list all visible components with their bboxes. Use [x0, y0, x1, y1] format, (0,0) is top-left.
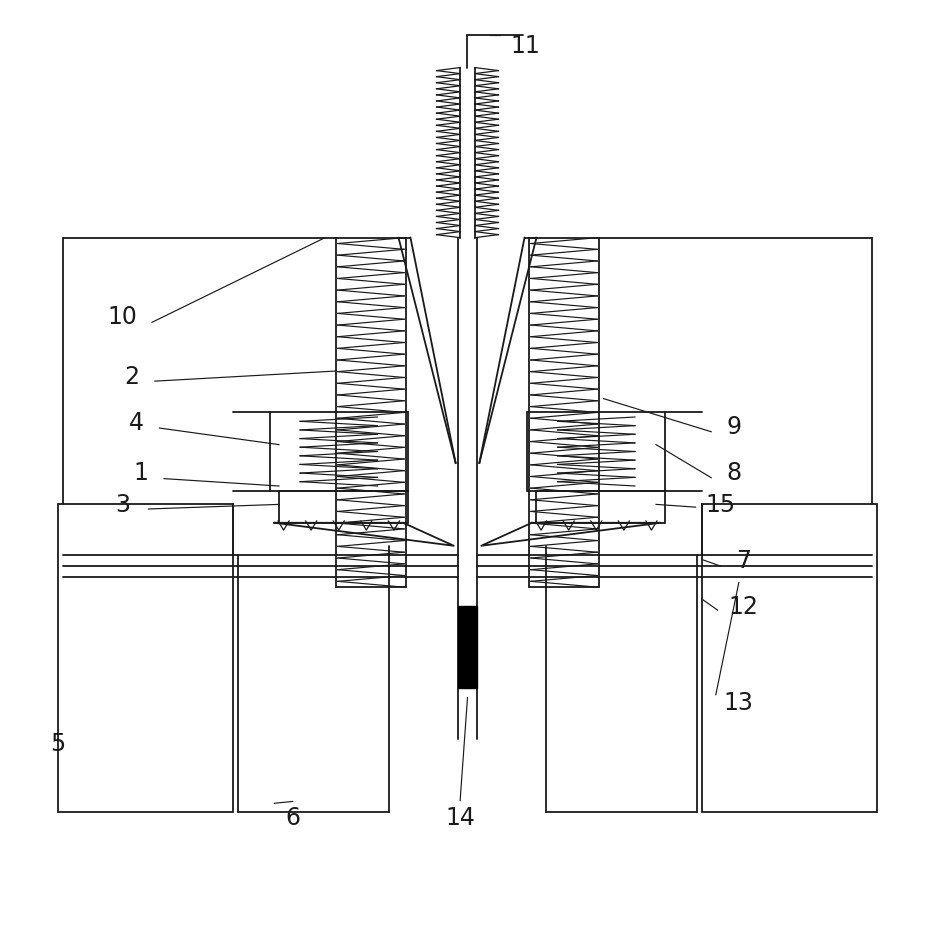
Text: 10: 10 — [108, 305, 137, 328]
Text: 15: 15 — [705, 493, 736, 517]
Text: 6: 6 — [285, 806, 300, 829]
Text: 4: 4 — [129, 410, 144, 434]
Bar — [270, 413, 408, 491]
Text: 14: 14 — [445, 806, 475, 829]
Text: 11: 11 — [511, 33, 540, 57]
Text: 1: 1 — [134, 461, 149, 485]
Bar — [527, 413, 665, 491]
Text: 2: 2 — [124, 364, 139, 388]
Text: 3: 3 — [115, 493, 130, 517]
Bar — [458, 606, 477, 689]
Bar — [279, 491, 408, 523]
Text: 13: 13 — [724, 691, 754, 715]
Text: 12: 12 — [728, 594, 758, 618]
Bar — [58, 505, 233, 813]
Bar — [702, 505, 877, 813]
Text: 9: 9 — [726, 414, 741, 438]
Text: 7: 7 — [736, 548, 751, 572]
Text: 8: 8 — [726, 461, 741, 485]
Bar — [537, 491, 665, 523]
Text: 5: 5 — [50, 731, 65, 756]
